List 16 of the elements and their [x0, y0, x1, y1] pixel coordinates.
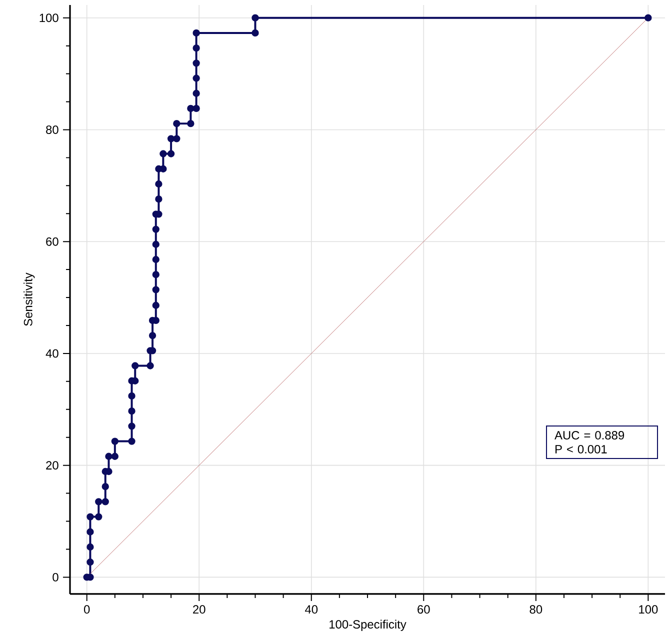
- x-tick-label: 40: [305, 605, 318, 614]
- x-tick-label: 60: [418, 605, 430, 614]
- y-tick-label: 20: [46, 461, 58, 470]
- x-tick-label: 20: [193, 605, 206, 614]
- annotation: AUC = 0.889: [554, 431, 624, 440]
- y-tick-label: 40: [46, 349, 58, 358]
- x-tick-label: 100: [639, 605, 658, 614]
- x-axis-title: 100-Specificity: [330, 620, 406, 631]
- y-tick-label: 60: [46, 237, 58, 246]
- x-tick-label: 80: [530, 605, 542, 614]
- annotation: P < 0.001: [555, 444, 607, 454]
- y-tick-label: 80: [46, 125, 58, 134]
- y-tick-label: 0: [52, 572, 58, 582]
- x-tick-label: 0: [84, 605, 90, 614]
- y-axis-title: Sensitivity: [24, 272, 35, 326]
- y-tick-label: 100: [40, 14, 58, 22]
